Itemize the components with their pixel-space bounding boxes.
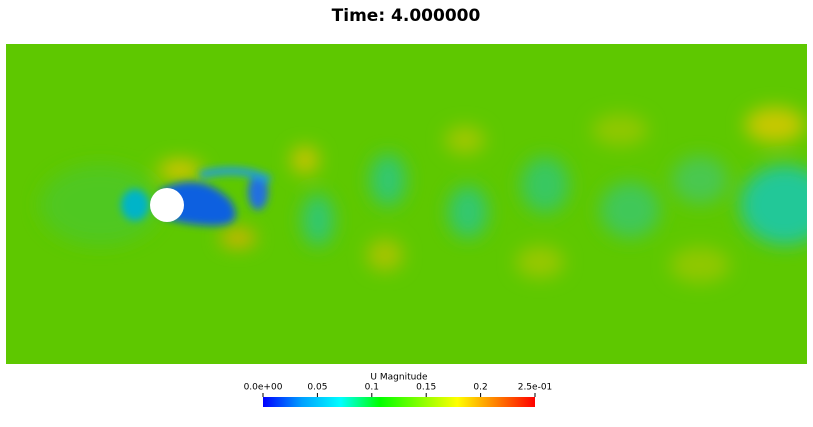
colorbar-tick-label: 0.0e+00 bbox=[244, 383, 283, 393]
colorbar bbox=[263, 397, 535, 407]
colorbar-tick-label: 0.1 bbox=[365, 383, 379, 393]
title: Time: 4.000000 bbox=[332, 6, 481, 26]
colorbar-tick-label: 0.2 bbox=[473, 383, 487, 393]
colorbar-tick-label: 2.5e-01 bbox=[518, 383, 553, 393]
colorbar-tick-label: 0.05 bbox=[307, 383, 327, 393]
flow-field bbox=[6, 44, 807, 364]
colorbar-tick-label: 0.15 bbox=[416, 383, 436, 393]
colorbar-title: U Magnitude bbox=[370, 373, 428, 383]
